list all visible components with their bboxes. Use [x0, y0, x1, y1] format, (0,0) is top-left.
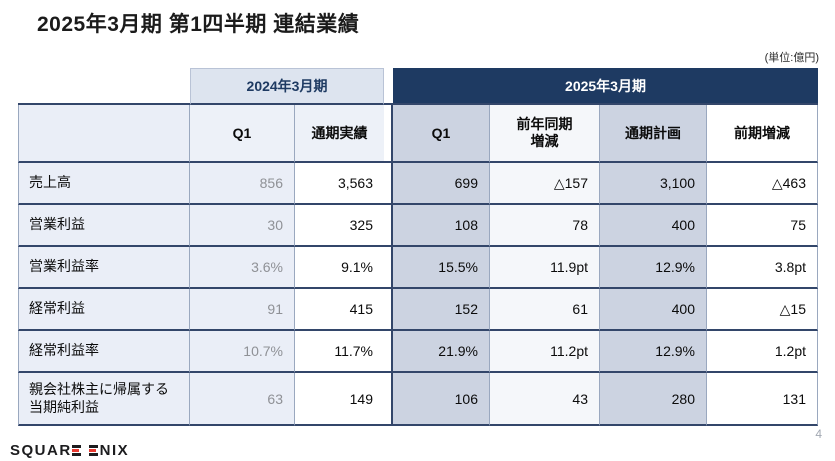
cell-operating-margin-full-year-plan: 12.9% — [600, 247, 707, 289]
cell-ordinary-income-yoy-change: 61 — [490, 289, 600, 331]
cell-operating-margin-yoy-change: 11.9pt — [490, 247, 600, 289]
cell-operating-income-q1-fy24: 30 — [190, 205, 295, 247]
page-title: 2025年3月期 第1四半期 連結業績 — [37, 13, 360, 36]
col-header-period-change: 前期増減 — [707, 105, 818, 163]
cell-net-income-full-year-actual: 149 — [295, 373, 384, 426]
cell-net-income-q1-fy25: 106 — [393, 373, 490, 426]
unit-label: (単位:億円) — [764, 52, 819, 64]
cell-operating-income-full-year-plan: 400 — [600, 205, 707, 247]
cell-operating-income-q1-fy25: 108 — [393, 205, 490, 247]
col-header-q1-fy24: Q1 — [190, 105, 295, 163]
cell-operating-margin-q1-fy25: 15.5% — [393, 247, 490, 289]
cell-net-sales-full-year-plan: 3,100 — [600, 163, 707, 205]
logo-letter-e-icon — [88, 444, 98, 456]
cell-net-sales-q1-fy25: 699 — [393, 163, 490, 205]
group-gutter — [384, 163, 393, 205]
row-label-operating-income: 営業利益 — [18, 205, 190, 247]
group-gutter — [384, 331, 393, 373]
results-table: 2024年3月期 2025年3月期 Q1 通期実績 Q1 前年同期 増減 通期計… — [18, 68, 818, 426]
group-header-fy2025: 2025年3月期 — [393, 68, 818, 105]
cell-ordinary-income-full-year-actual: 415 — [295, 289, 384, 331]
cell-operating-margin-full-year-actual: 9.1% — [295, 247, 384, 289]
logo-letter-e-icon — [71, 444, 81, 456]
group-gutter — [384, 289, 393, 331]
table-corner-cell — [18, 68, 190, 105]
row-label-ordinary-margin: 経常利益率 — [18, 331, 190, 373]
row-label-operating-margin: 営業利益率 — [18, 247, 190, 289]
cell-operating-income-period-change: 75 — [707, 205, 818, 247]
cell-ordinary-income-q1-fy25: 152 — [393, 289, 490, 331]
cell-net-income-full-year-plan: 280 — [600, 373, 707, 426]
row-label-header-cell — [18, 105, 190, 163]
col-header-full-year-plan: 通期計画 — [600, 105, 707, 163]
group-header-fy2024: 2024年3月期 — [190, 68, 384, 105]
group-gutter — [384, 373, 393, 426]
row-label-net-sales: 売上高 — [18, 163, 190, 205]
cell-operating-income-full-year-actual: 325 — [295, 205, 384, 247]
logo-text-nix: NIX — [99, 441, 130, 459]
col-header-q1-fy25: Q1 — [393, 105, 490, 163]
group-gutter — [384, 105, 393, 163]
col-header-yoy-change: 前年同期 増減 — [490, 105, 600, 163]
page-number: 4 — [815, 427, 822, 441]
cell-ordinary-margin-q1-fy24: 10.7% — [190, 331, 295, 373]
cell-net-sales-period-change: △463 — [707, 163, 818, 205]
cell-ordinary-margin-full-year-plan: 12.9% — [600, 331, 707, 373]
cell-ordinary-margin-period-change: 1.2pt — [707, 331, 818, 373]
cell-net-income-period-change: 131 — [707, 373, 818, 426]
cell-operating-margin-period-change: 3.8pt — [707, 247, 818, 289]
cell-ordinary-margin-q1-fy25: 21.9% — [393, 331, 490, 373]
group-gutter — [384, 247, 393, 289]
group-gutter — [384, 205, 393, 247]
cell-ordinary-income-q1-fy24: 91 — [190, 289, 295, 331]
row-label-net-income: 親会社株主に帰属する 当期純利益 — [18, 373, 190, 426]
cell-net-sales-yoy-change: △157 — [490, 163, 600, 205]
cell-operating-margin-q1-fy24: 3.6% — [190, 247, 295, 289]
cell-ordinary-income-full-year-plan: 400 — [600, 289, 707, 331]
cell-ordinary-margin-yoy-change: 11.2pt — [490, 331, 600, 373]
cell-net-sales-full-year-actual: 3,563 — [295, 163, 384, 205]
col-header-full-year-actual: 通期実績 — [295, 105, 384, 163]
cell-net-sales-q1-fy24: 856 — [190, 163, 295, 205]
cell-net-income-yoy-change: 43 — [490, 373, 600, 426]
square-enix-logo: SQUAR NIX — [10, 441, 130, 459]
cell-ordinary-margin-full-year-actual: 11.7% — [295, 331, 384, 373]
group-gutter — [384, 68, 393, 105]
cell-operating-income-yoy-change: 78 — [490, 205, 600, 247]
row-label-ordinary-income: 経常利益 — [18, 289, 190, 331]
logo-text-squar: SQUAR — [10, 441, 72, 459]
cell-net-income-q1-fy24: 63 — [190, 373, 295, 426]
cell-ordinary-income-period-change: △15 — [707, 289, 818, 331]
